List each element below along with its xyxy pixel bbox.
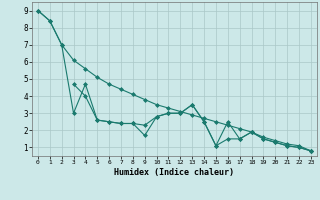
X-axis label: Humidex (Indice chaleur): Humidex (Indice chaleur)	[115, 168, 234, 177]
